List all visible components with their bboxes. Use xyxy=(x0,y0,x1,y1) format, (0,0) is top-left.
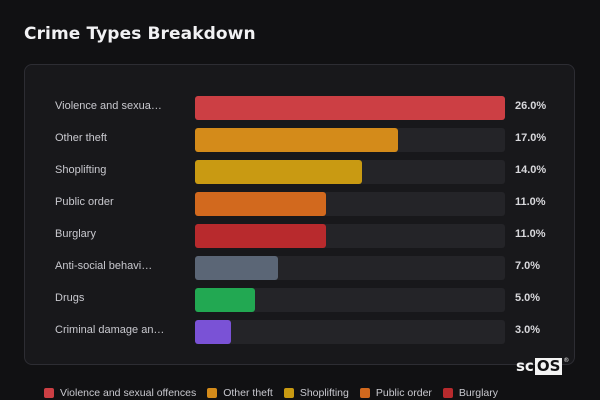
bar xyxy=(195,224,327,248)
chart-panel: Violence and sexua… 26.0% Other theft 17.0%… xyxy=(24,64,575,365)
legend-label: Burglary xyxy=(458,387,499,399)
legend-swatch xyxy=(359,388,370,398)
bar-track xyxy=(195,320,505,344)
legend-item: Violence and sexual offences xyxy=(44,387,196,399)
bar-category-label: Anti-social behavi… xyxy=(55,260,153,272)
watermark-logo: sc OS ® xyxy=(516,356,570,376)
bar-category-label: Other theft xyxy=(55,132,107,144)
legend-item: Public order xyxy=(359,387,432,399)
legend-item: Shoplifting xyxy=(283,387,349,399)
bar-row: Other theft 17.0% xyxy=(25,128,574,152)
watermark-text: sc xyxy=(516,357,534,375)
bar-category-label: Drugs xyxy=(55,292,85,304)
legend-swatch xyxy=(442,388,453,398)
chart-title: Crime Types Breakdown xyxy=(24,24,256,44)
bar-row: Anti-social behavi… 7.0% xyxy=(25,256,574,280)
bar-value-label: 26.0% xyxy=(515,100,547,112)
legend-swatch xyxy=(44,388,54,398)
bar-category-label: Burglary xyxy=(55,228,96,240)
legend-swatch xyxy=(283,388,294,398)
watermark-box: OS xyxy=(534,356,563,375)
legend-item: Burglary xyxy=(442,387,499,399)
bar-value-label: 17.0% xyxy=(515,132,547,144)
bar-value-label: 7.0% xyxy=(515,260,541,272)
bar-row: Drugs 5.0% xyxy=(25,288,574,312)
bar-category-label: Public order xyxy=(55,196,114,208)
bar-row: Violence and sexua… 26.0% xyxy=(25,96,574,120)
bar-row: Criminal damage an… 3.0% xyxy=(25,320,574,344)
bar xyxy=(195,96,505,120)
bar xyxy=(195,192,327,216)
bar-track xyxy=(195,256,505,280)
bar-track xyxy=(195,160,505,184)
bar-value-label: 3.0% xyxy=(515,324,541,336)
legend-item: Other theft xyxy=(207,387,273,399)
bar-row: Burglary 11.0% xyxy=(25,224,574,248)
bar-track xyxy=(195,192,505,216)
bar-value-label: 14.0% xyxy=(515,164,547,176)
bar-track xyxy=(195,128,505,152)
bar-value-label: 11.0% xyxy=(515,196,546,208)
legend-label: Violence and sexual offences xyxy=(60,387,197,399)
watermark-registered: ® xyxy=(563,356,570,364)
bar-category-label: Violence and sexua… xyxy=(55,100,162,112)
bar xyxy=(195,320,231,344)
bar-track xyxy=(195,224,505,248)
bar-value-label: 5.0% xyxy=(515,292,541,304)
legend-label: Shoplifting xyxy=(299,387,349,399)
bar xyxy=(195,128,398,152)
bar-track xyxy=(195,96,505,120)
legend-label: Public order xyxy=(375,387,432,399)
legend-label: Other theft xyxy=(223,387,273,399)
bar xyxy=(195,256,279,280)
bar-category-label: Shoplifting xyxy=(55,164,107,176)
chart-legend: Violence and sexual offences Other theft S… xyxy=(44,386,509,400)
bar-row: Public order 11.0% xyxy=(25,192,574,216)
bar-row: Shoplifting 14.0% xyxy=(25,160,574,184)
legend-swatch xyxy=(207,388,218,398)
bar xyxy=(195,288,255,312)
bar-category-label: Criminal damage an… xyxy=(55,324,165,336)
bar xyxy=(195,160,362,184)
bar-value-label: 11.0% xyxy=(515,228,546,240)
bar-track xyxy=(195,288,505,312)
